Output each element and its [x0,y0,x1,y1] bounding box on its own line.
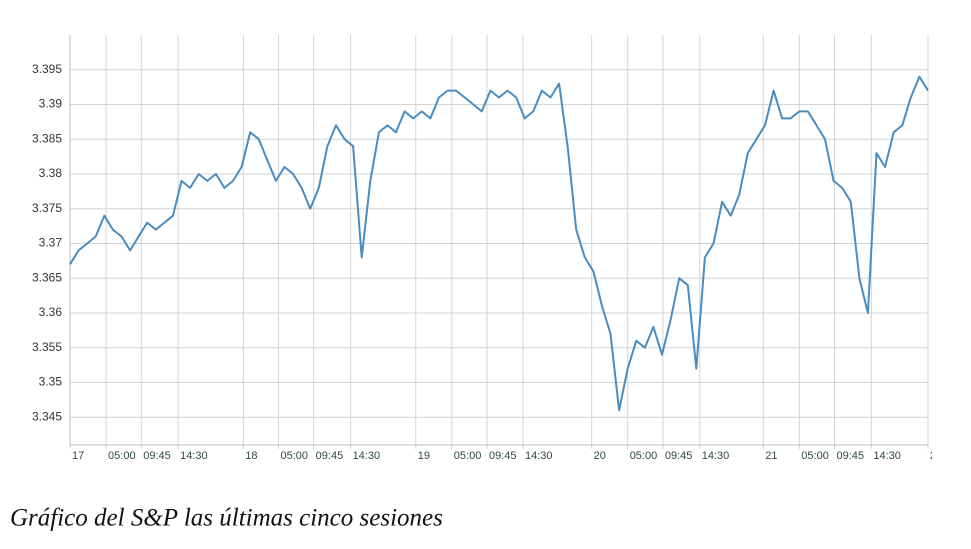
x-tick-label: 09:45 [836,450,864,462]
x-tick-label: 14:30 [525,450,553,462]
x-tick-label: 20 [594,450,606,462]
y-tick-label: 3.355 [32,340,62,354]
x-tick-label: 05:00 [801,450,829,462]
x-tick-label: 14:30 [702,450,730,462]
x-tick-label: 14:30 [180,450,208,462]
x-tick-label: 21 [765,450,777,462]
y-tick-label: 3.36 [39,305,63,319]
y-tick-label: 3.375 [32,201,62,215]
caption: Gráfico del S&P las últimas cinco sesion… [10,505,443,532]
x-tick-label: 14:30 [873,450,901,462]
plot [69,75,929,412]
x-tick-label: 17 [72,450,84,462]
x-tick-label: 2 [930,450,936,462]
labels: 3.345 3.35 3.355 3.36 3.365 3.37 3.375 3.38 3.38… [32,62,62,423]
y-tick-label: 3.365 [32,270,62,284]
x-tick-label: 19 [418,450,430,462]
x-tick-label: 09:45 [143,450,171,462]
x-tick-label: 05:00 [108,450,136,462]
x-tick-label: 18 [245,450,257,462]
x-tick-label: 14:30 [353,450,381,462]
x-tick-label: 05:00 [454,450,482,462]
y-tick-label: 3.37 [39,236,63,250]
y-tick-label: 3.395 [32,62,62,76]
x-tick-label: 09:45 [665,450,693,462]
y-tick-label: 3.39 [39,97,63,111]
y-tick-label: 3.38 [39,166,63,180]
y-tick-label: 3.345 [32,409,62,423]
x-tick-label: 05:00 [280,450,308,462]
x-labels: 17 05:00 09:45 14:30 18 05:00 09:45 14:30 19 05:0… [72,450,936,462]
y-tick-label: 3.385 [32,131,62,145]
x-tick-label: 09:45 [489,450,517,462]
line-series [69,75,929,412]
y-tick-label: 3.35 [39,375,63,389]
x-tick-label: 09:45 [316,450,344,462]
x-tick-label: 05:00 [630,450,658,462]
